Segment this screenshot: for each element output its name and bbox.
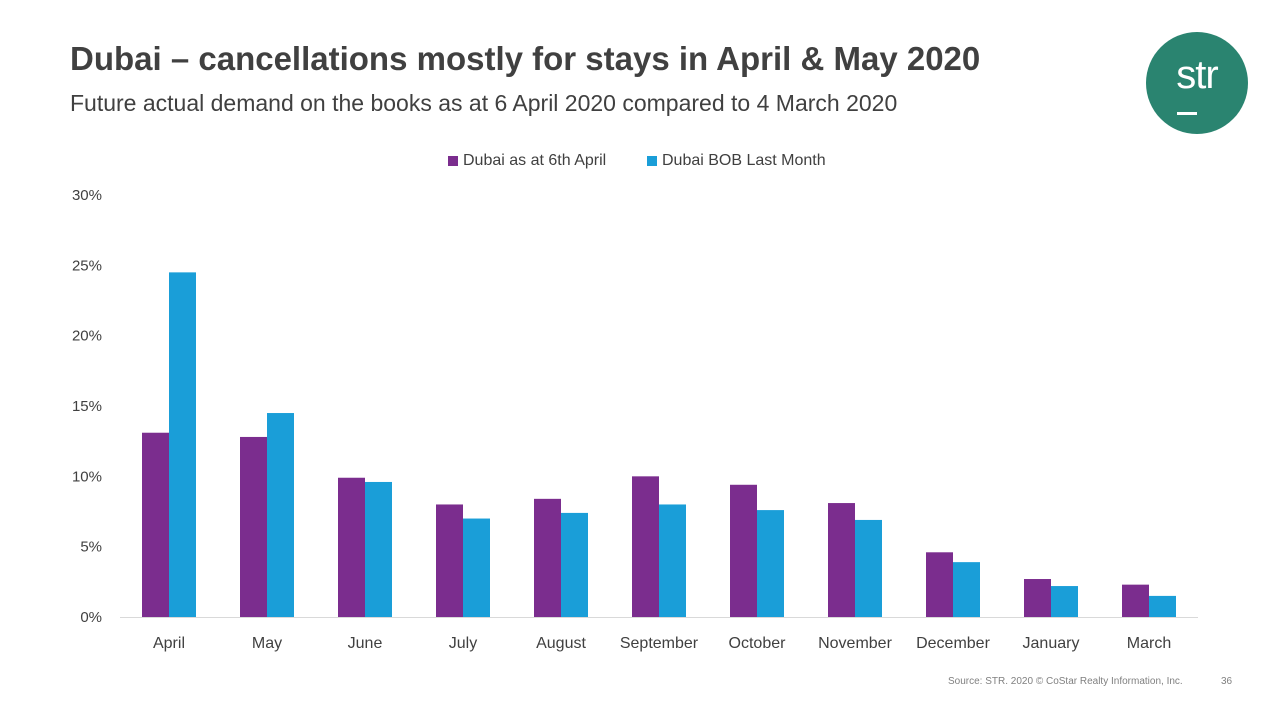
x-tick-label: April [153, 635, 185, 652]
x-tick-label: November [818, 635, 892, 652]
legend-label-series-1: Dubai as at 6th April [463, 152, 607, 169]
bar-series-1 [1024, 579, 1051, 617]
bar-series-1 [534, 498, 561, 617]
y-tick-label: 25% [72, 257, 102, 274]
x-tick-label: August [536, 635, 586, 652]
bar-series-1 [240, 436, 267, 617]
x-tick-label: May [252, 635, 282, 652]
bar-series-2 [1149, 595, 1176, 617]
x-tick-label: January [1023, 635, 1080, 652]
x-tick-label: December [916, 635, 990, 652]
legend-swatch-series-1 [448, 156, 458, 166]
bar-series-2 [561, 512, 588, 617]
y-tick-label: 10% [72, 468, 102, 485]
bar-series-1 [338, 477, 365, 617]
bar-series-1 [142, 432, 169, 617]
x-tick-label: October [729, 635, 787, 652]
y-tick-label: 0% [80, 609, 102, 626]
bar-series-1 [828, 503, 855, 617]
x-tick-label: June [348, 635, 383, 652]
x-tick-label: July [449, 635, 477, 652]
bar-series-2 [757, 510, 784, 617]
bar-series-2 [659, 504, 686, 617]
y-tick-label: 30% [72, 187, 102, 204]
legend-swatch-series-2 [647, 156, 657, 166]
bar-series-1 [632, 476, 659, 617]
y-tick-label: 15% [72, 398, 102, 415]
bar-series-2 [169, 272, 196, 617]
bar-series-1 [730, 484, 757, 617]
x-tick-label: March [1127, 635, 1171, 652]
x-tick-label: September [620, 635, 699, 652]
bar-series-1 [926, 552, 953, 617]
str-logo: str [1146, 32, 1248, 134]
slide-subtitle: Future actual demand on the books as at … [70, 90, 898, 116]
bar-series-2 [365, 481, 392, 617]
bar-series-2 [267, 413, 294, 617]
y-tick-label: 5% [80, 539, 102, 556]
bar-series-2 [855, 519, 882, 617]
str-logo-underline [1177, 112, 1197, 115]
bar-series-2 [1051, 586, 1078, 617]
legend-label-series-2: Dubai BOB Last Month [662, 152, 826, 169]
bar-series-2 [953, 562, 980, 617]
bar-series-1 [436, 504, 463, 617]
slide-title: Dubai – cancellations mostly for stays i… [70, 40, 981, 77]
str-logo-text: str [1176, 53, 1218, 97]
source-note: Source: STR. 2020 © CoStar Realty Inform… [948, 676, 1183, 687]
bar-series-1 [1122, 584, 1149, 617]
page-number: 36 [1221, 676, 1233, 687]
bar-series-2 [463, 518, 490, 617]
y-tick-label: 20% [72, 328, 102, 345]
chart-legend: Dubai as at 6th April Dubai BOB Last Mon… [0, 151, 1280, 171]
